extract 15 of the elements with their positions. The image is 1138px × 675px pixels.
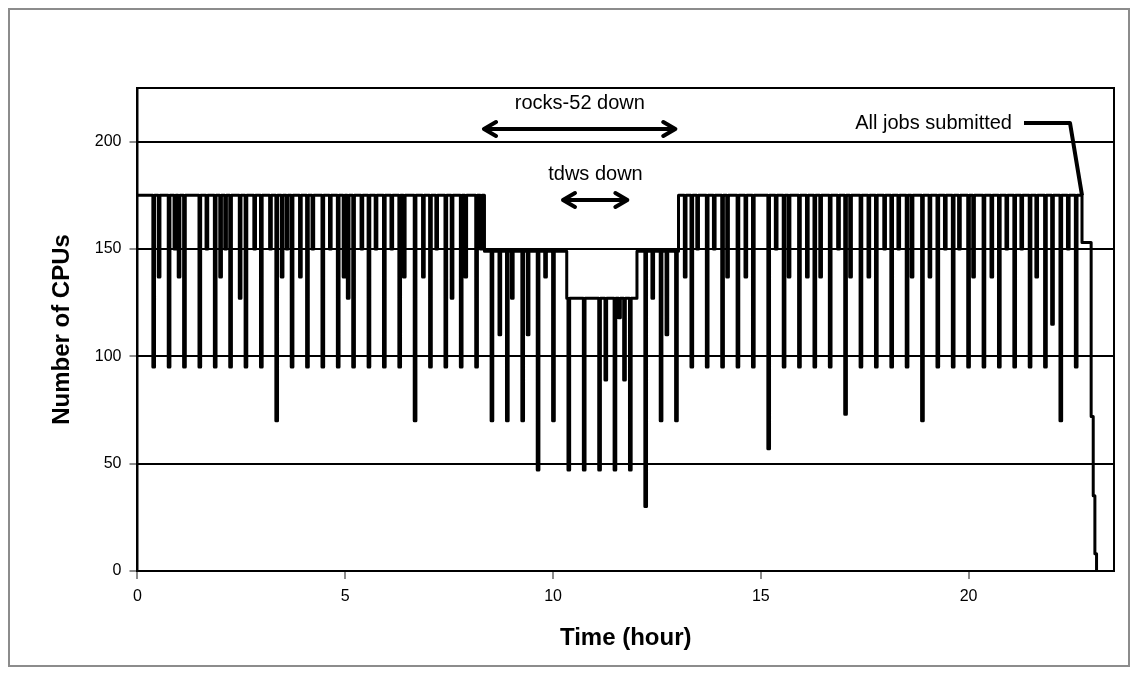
y-axis-title: Number of CPUs: [47, 234, 75, 425]
x-tick-label: 20: [959, 587, 978, 605]
annotation: rocks-52 down: [514, 91, 645, 114]
y-tick-label: 150: [94, 239, 122, 257]
x-tick-label: 10: [544, 587, 563, 605]
y-tick-label: 200: [94, 132, 122, 150]
y-tick-label: 50: [103, 454, 122, 472]
annotation: tdws down: [548, 162, 643, 185]
x-tick-label: 0: [133, 587, 143, 605]
y-tick-label: 0: [112, 561, 122, 579]
x-tick-label: 5: [340, 587, 350, 605]
x-tick-label: 15: [751, 587, 770, 605]
annotation: All jobs submitted: [855, 110, 1012, 133]
x-axis-title: Time (hour): [559, 623, 692, 651]
y-tick-label: 100: [94, 346, 122, 364]
